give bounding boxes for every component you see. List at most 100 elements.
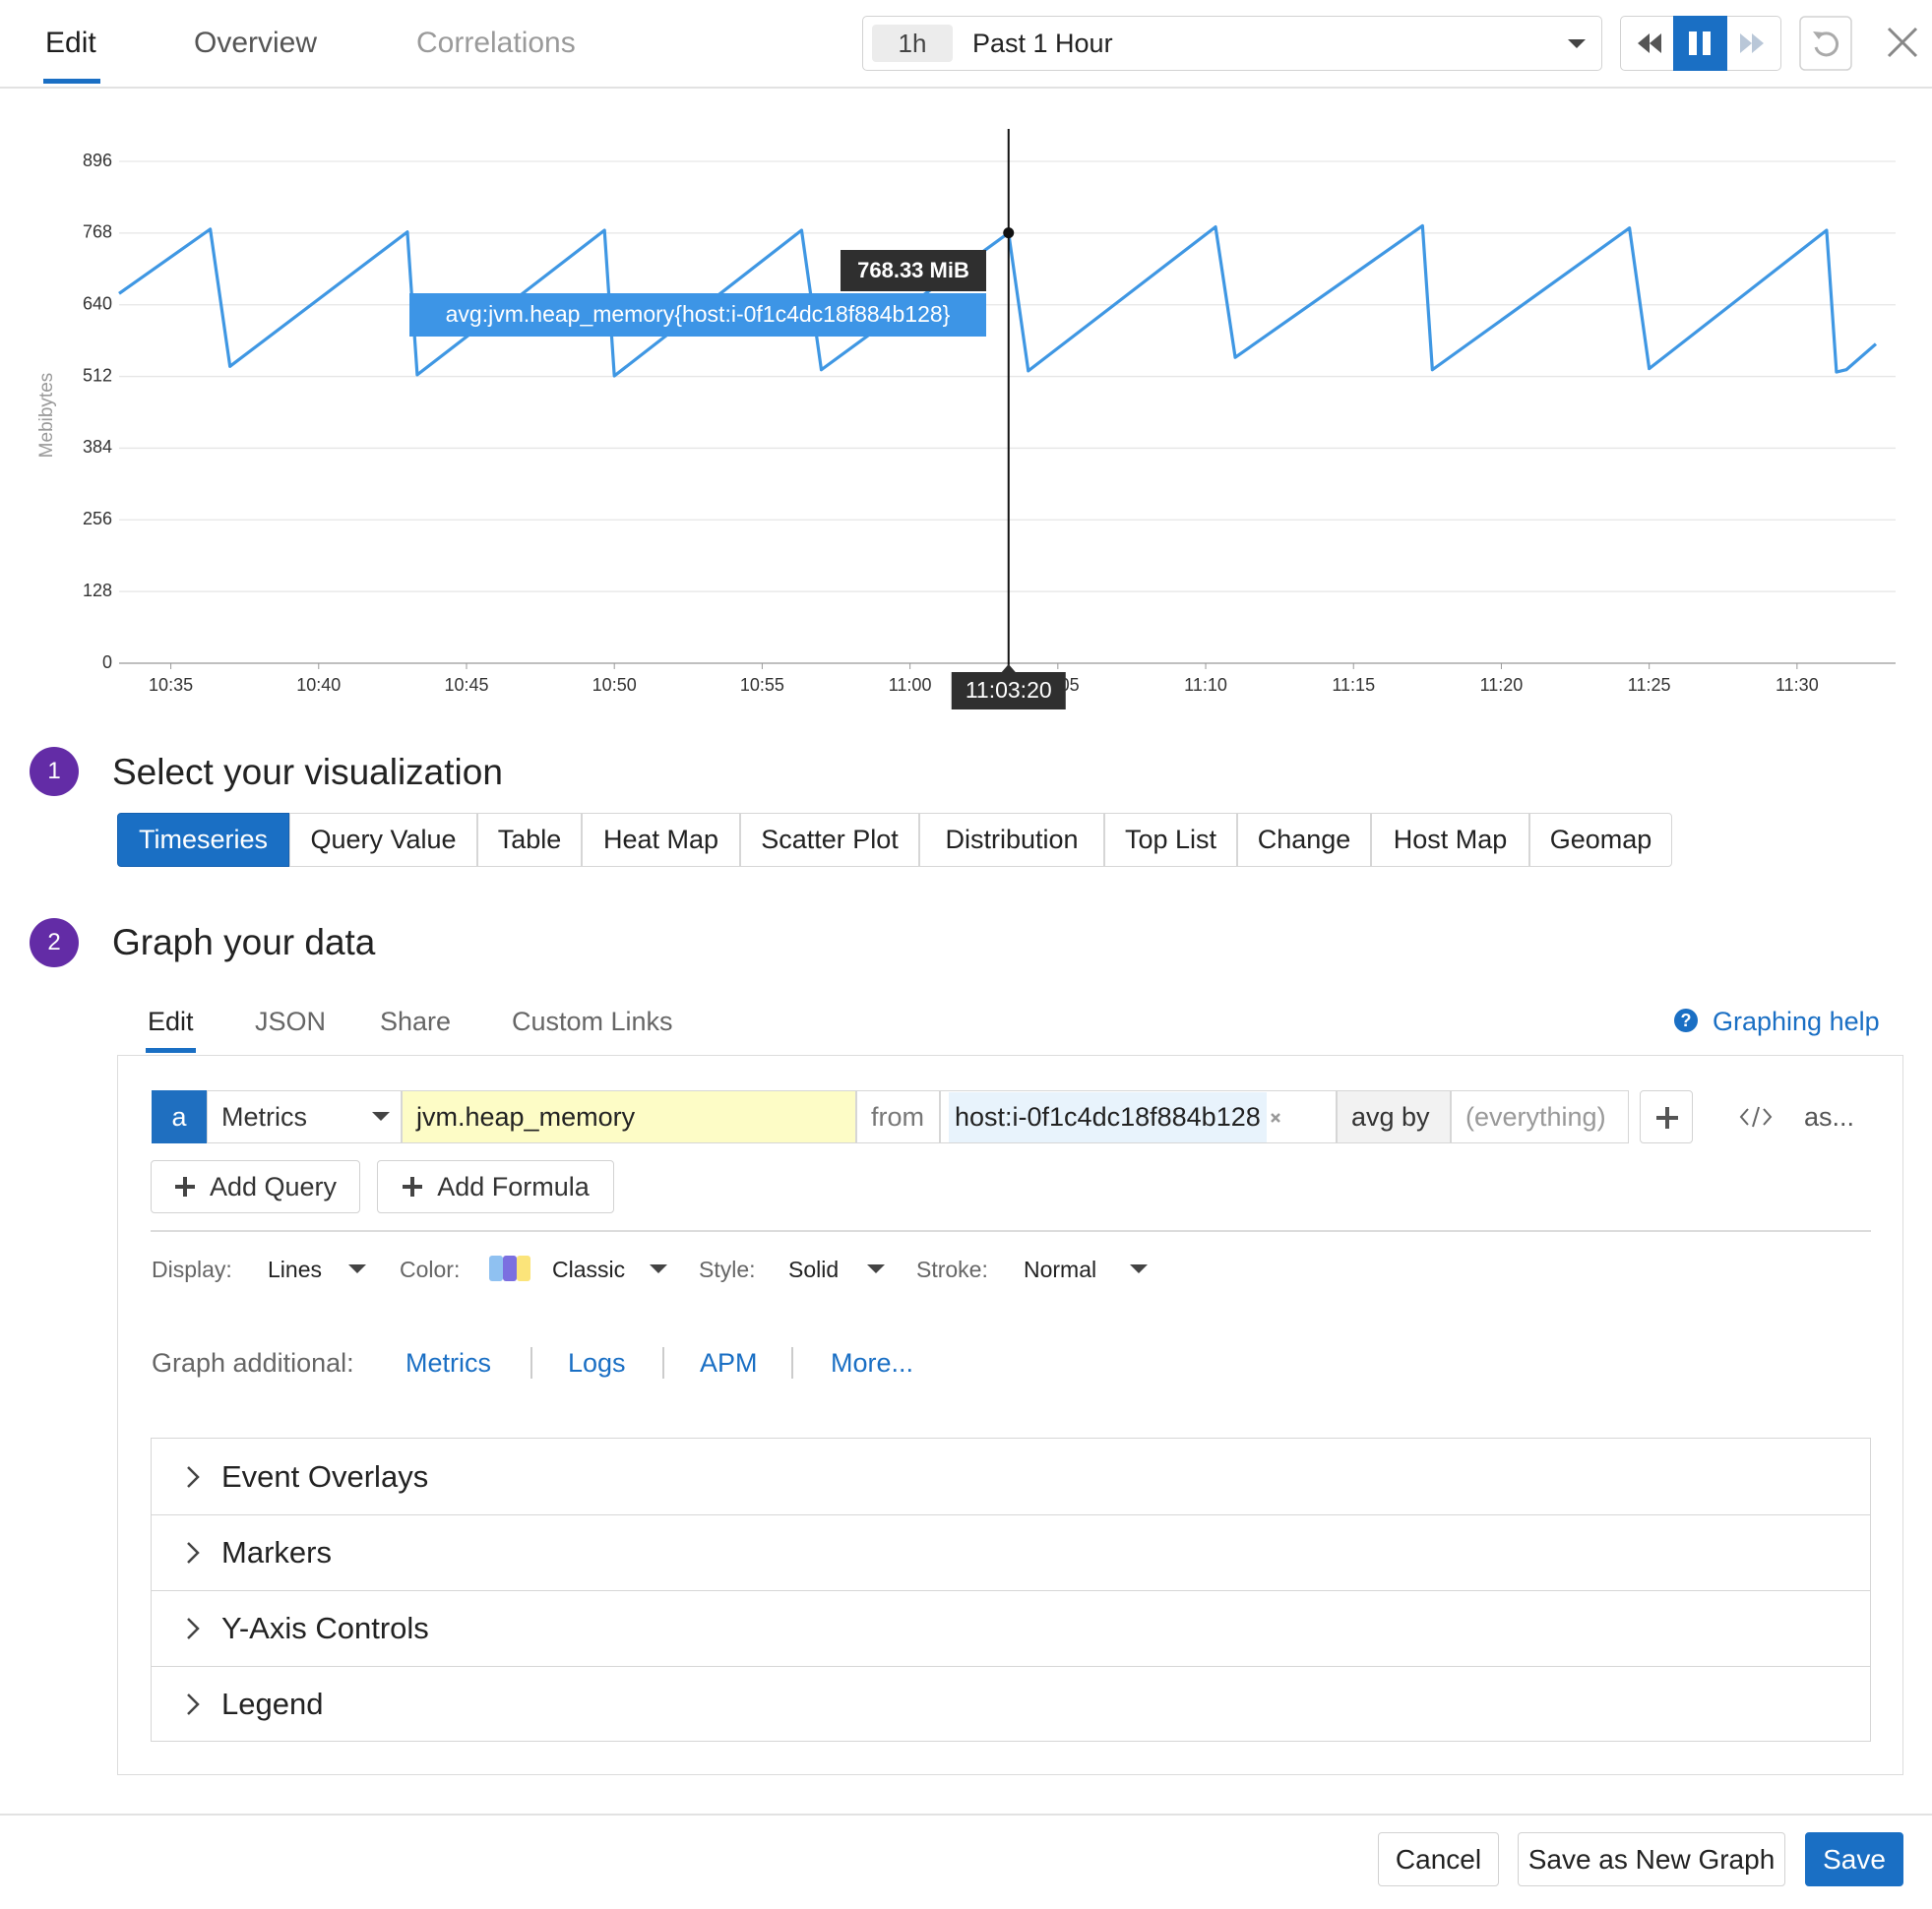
query-letter: a xyxy=(152,1090,207,1143)
tooltip-series-box xyxy=(409,293,986,337)
x-tick-label: 10:45 xyxy=(444,675,488,695)
accordion-label: Legend xyxy=(221,1687,324,1721)
time-chip: 1h xyxy=(872,25,953,62)
tab[interactable]: Correlations xyxy=(416,27,576,59)
additional-link[interactable]: APM xyxy=(700,1347,758,1378)
viz-option[interactable]: Change xyxy=(1237,813,1371,867)
additional-link[interactable]: More... xyxy=(831,1347,914,1378)
add-button[interactable] xyxy=(1640,1090,1693,1143)
plus-icon xyxy=(403,1177,423,1197)
header-border xyxy=(0,87,1932,89)
refresh-button[interactable] xyxy=(1799,16,1852,71)
chevron xyxy=(187,1542,200,1564)
additional-label: Graph additional: xyxy=(152,1347,354,1378)
x-tick-label: 10:50 xyxy=(592,675,637,695)
accordion-label: Markers xyxy=(221,1535,332,1570)
x-tick-label: 11:00 xyxy=(889,675,932,695)
chart: 0 128 256 384 512 640 768 896 10:35 10:40 10:45 10:… xyxy=(36,129,1896,709)
help-icon: ? xyxy=(1674,1009,1698,1032)
viz-option[interactable]: Heat Map xyxy=(582,813,740,867)
svg-text:?: ? xyxy=(1681,1011,1692,1030)
sub-tab[interactable]: JSON xyxy=(255,1006,327,1036)
playback-icons[interactable] xyxy=(1620,16,1781,71)
time-range: Past 1 Hour xyxy=(972,28,1113,58)
avg-by-label: avg by xyxy=(1337,1090,1451,1143)
section-title: Select your visualization xyxy=(112,752,503,792)
caret xyxy=(1568,39,1586,48)
viz-option[interactable]: Table xyxy=(477,813,582,867)
alias-input[interactable]: as... xyxy=(1804,1101,1855,1132)
remove-icon[interactable] xyxy=(1267,1107,1286,1127)
accordion: Event Overlays Markers Y-Axis Controls Lege… xyxy=(151,1438,1871,1742)
tab-underline xyxy=(146,1048,196,1053)
metric-input[interactable]: jvm.heap_memory xyxy=(402,1090,856,1143)
tab-underline xyxy=(43,79,100,84)
add-query-button[interactable]: Add Query xyxy=(151,1160,360,1213)
viz-option[interactable]: Distribution xyxy=(919,813,1104,867)
save-new-button[interactable]: Save as New Graph xyxy=(1518,1832,1785,1886)
chevron xyxy=(187,1693,200,1715)
additional-link[interactable]: Metrics xyxy=(405,1347,491,1378)
sub-tab[interactable]: Custom Links xyxy=(512,1006,673,1036)
tab[interactable]: Overview xyxy=(194,27,318,59)
cancel-button[interactable]: Cancel xyxy=(1378,1832,1499,1886)
time-picker[interactable] xyxy=(862,16,1602,71)
x-tick-label: 11:15 xyxy=(1332,675,1375,695)
chevron xyxy=(187,1465,200,1488)
sub-tab[interactable]: Share xyxy=(380,1006,452,1036)
step-badge: 2 xyxy=(30,918,79,967)
y-tick-label: 768 xyxy=(83,222,112,242)
graphing-help-link[interactable]: Graphing help xyxy=(1713,1006,1880,1036)
x-tick-label: 11:20 xyxy=(1480,675,1524,695)
option-value[interactable]: Classic xyxy=(552,1256,626,1282)
caret xyxy=(372,1112,390,1121)
plus-icon xyxy=(174,1177,195,1197)
sub-tab[interactable]: Edit xyxy=(148,1006,194,1036)
save-button[interactable]: Save xyxy=(1805,1832,1903,1886)
accordion-label: Event Overlays xyxy=(221,1458,429,1494)
option-label: Color: xyxy=(400,1256,461,1282)
option-label: Display: xyxy=(152,1256,232,1282)
scope-pill: host:i-0f1c4dc18f884b128 xyxy=(949,1091,1267,1142)
source-select[interactable]: Metrics xyxy=(207,1090,402,1143)
y-tick-label: 256 xyxy=(83,509,112,528)
code-icon[interactable] xyxy=(1738,1102,1774,1132)
viz-option[interactable]: Host Map xyxy=(1371,813,1529,867)
separator xyxy=(151,1230,1871,1232)
group-input[interactable]: (everything) xyxy=(1451,1090,1629,1143)
viz-option[interactable]: Geomap xyxy=(1529,813,1672,867)
y-tick-label: 896 xyxy=(83,151,112,170)
scope-field[interactable]: host:i-0f1c4dc18f884b128 xyxy=(940,1090,1337,1143)
y-tick-label: 512 xyxy=(83,365,112,385)
crosshair-x-label: 11:03:20 xyxy=(966,677,1052,703)
y-tick-label: 384 xyxy=(83,437,112,457)
button-label: Add Formula xyxy=(437,1171,590,1201)
viz-option[interactable]: Scatter Plot xyxy=(740,813,919,867)
x-tick-label: 10:40 xyxy=(296,675,341,695)
series-line xyxy=(118,223,1878,378)
accordion-row[interactable]: Y-Axis Controls xyxy=(152,1590,1870,1666)
viz-option[interactable]: Timeseries xyxy=(117,813,289,867)
link-separators xyxy=(530,1347,793,1379)
close-button[interactable] xyxy=(1886,26,1919,59)
option-value[interactable]: Lines xyxy=(268,1256,322,1282)
viz-option[interactable]: Query Value xyxy=(289,813,477,867)
accordion-row[interactable]: Markers xyxy=(152,1514,1870,1590)
editor-panel xyxy=(117,1055,1903,1775)
option-label: Stroke: xyxy=(916,1256,988,1282)
x-tick-label: 11:25 xyxy=(1628,675,1671,695)
y-tick-label: 0 xyxy=(102,652,112,672)
accordion-row[interactable]: Event Overlays xyxy=(152,1439,1870,1514)
add-formula-button[interactable]: Add Formula xyxy=(377,1160,614,1213)
x-label-box xyxy=(951,672,1066,709)
tab[interactable]: Edit xyxy=(45,27,96,59)
additional-link[interactable]: Logs xyxy=(568,1347,626,1378)
accordion-row[interactable]: Legend xyxy=(152,1666,1870,1742)
tooltip-series: avg:jvm.heap_memory{host:i-0f1c4dc18f884… xyxy=(446,301,951,327)
step-badge: 1 xyxy=(30,747,79,796)
button-label: Add Query xyxy=(209,1171,338,1201)
option-value[interactable]: Solid xyxy=(788,1256,840,1282)
crosshair-point xyxy=(1003,227,1015,239)
option-value[interactable]: Normal xyxy=(1024,1256,1097,1282)
viz-option[interactable]: Top List xyxy=(1104,813,1237,867)
